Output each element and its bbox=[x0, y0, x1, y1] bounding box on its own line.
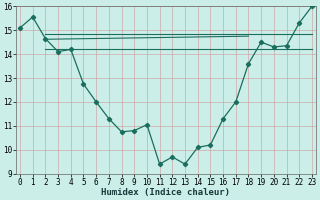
X-axis label: Humidex (Indice chaleur): Humidex (Indice chaleur) bbox=[101, 188, 230, 197]
